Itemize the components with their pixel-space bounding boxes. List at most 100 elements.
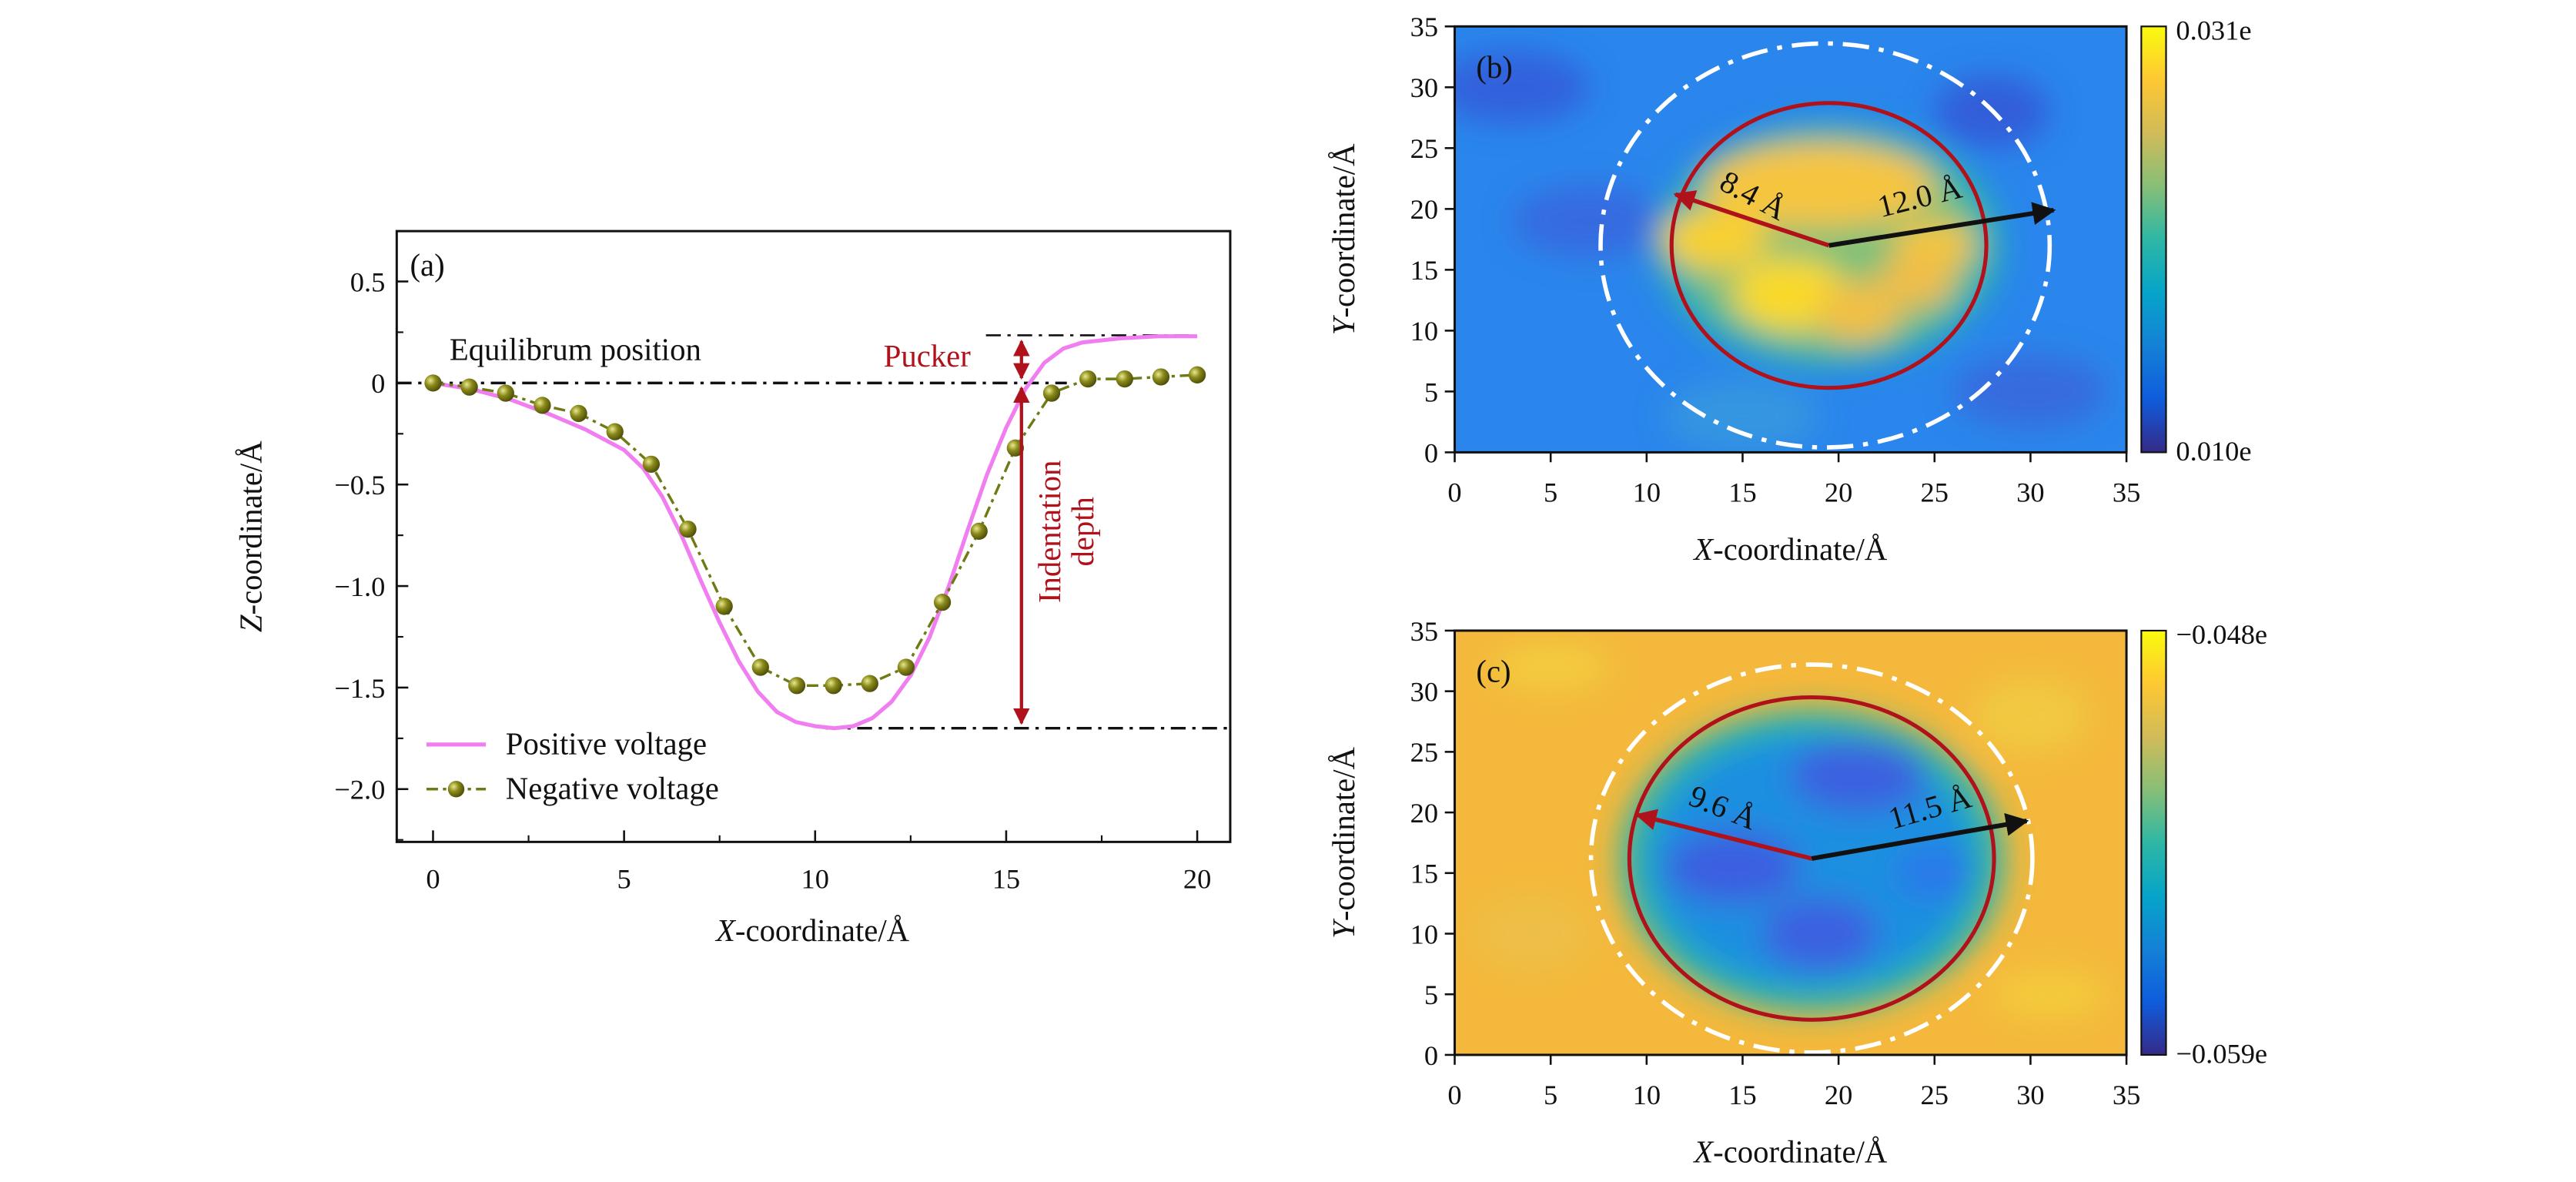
negative-voltage-point	[751, 658, 769, 676]
colorbar-max-label: 0.031e	[2176, 15, 2251, 45]
positive-voltage-line	[433, 334, 1198, 731]
x-axis-title: X-coordinate/Å	[1692, 532, 1888, 567]
equilibrium-label: Equilibrum position	[450, 332, 701, 367]
a-curves	[396, 334, 1230, 731]
negative-voltage-point	[897, 658, 915, 676]
a-x-tick-label: 5	[617, 863, 631, 894]
y-tick-label: 35	[1410, 616, 1438, 647]
a-x-tick-label: 0	[426, 863, 440, 894]
x-tick-label: 35	[2113, 477, 2140, 508]
legend-negative-marker	[447, 781, 465, 798]
negative-voltage-point	[1116, 370, 1133, 388]
negative-voltage-point	[1042, 384, 1061, 402]
negative-voltage-point	[1079, 370, 1097, 388]
x-tick-label: 15	[1728, 1080, 1756, 1110]
negative-voltage-point	[460, 378, 478, 396]
a-y-axis-title: Z-coordinate/Å	[234, 440, 269, 632]
x-tick-label: 15	[1728, 477, 1756, 508]
y-tick-label: 25	[1410, 133, 1438, 164]
red-ellipse	[1669, 101, 1989, 390]
a-y-rest: -coordinate/Å	[234, 440, 269, 615]
heatmap-blob	[1953, 354, 2108, 428]
heatmap-blob	[1761, 897, 1877, 970]
heatmap-image	[1454, 630, 2127, 1055]
x-axis-title: X-coordinate/Å	[1692, 1134, 1888, 1169]
heatmap-frame	[1454, 25, 2128, 454]
negative-voltage-point	[825, 677, 842, 695]
panel-b-heatmap: 8.4 Å 12.0 Å(b)0 5 10 15 20 25 30 35051015202530…	[1326, 12, 2252, 567]
y-tick-label: 25	[1410, 737, 1438, 768]
a-panel-label: (a)	[410, 248, 444, 283]
negative-voltage-point	[424, 374, 442, 392]
red-ellipse	[1627, 695, 1996, 1022]
a-y-tick-label: −0.5	[334, 470, 385, 501]
negative-voltage-point	[1152, 368, 1170, 386]
negative-voltage-point	[642, 455, 661, 473]
negative-voltage-point	[933, 594, 952, 611]
heatmap-blob	[1493, 642, 1608, 691]
negative-voltage-point	[970, 522, 988, 541]
pucker-label: Pucker	[884, 339, 972, 373]
panel-label: (b)	[1476, 50, 1512, 85]
x-tick-label: 20	[1825, 477, 1852, 508]
a-y-tick-label: −2.0	[334, 775, 385, 805]
y-tick-label: 30	[1410, 72, 1438, 103]
a-y-tick-label: 0	[371, 368, 385, 399]
indentation-label-line2: depth	[1066, 497, 1100, 566]
indentation-label-line1: Indentation	[1032, 460, 1067, 603]
a-x-italic: X	[714, 913, 737, 948]
x-tick-label: 0	[1447, 1080, 1461, 1110]
heatmap-blob	[1972, 678, 2089, 752]
panel-label: (c)	[1476, 654, 1510, 688]
x-axis-italic: X	[1692, 532, 1715, 567]
heatmap-blob	[1660, 209, 1768, 270]
negative-voltage-point	[570, 404, 587, 423]
y-axis-italic: Y	[1326, 918, 1361, 939]
red-radius-arrow	[1673, 190, 1830, 248]
colorbar-min-label: 0.010e	[2176, 436, 2251, 467]
x-tick-label: 30	[2016, 477, 2044, 508]
colorbar	[2140, 25, 2167, 454]
a-y-tick-label: −1.5	[334, 673, 385, 704]
x-tick-label: 35	[2113, 1080, 2140, 1110]
x-tick-label: 25	[1921, 1080, 1949, 1110]
x-axis-rest: -coordinate/Å	[1713, 532, 1888, 567]
heatmap-blob	[1512, 184, 1666, 258]
negative-voltage-point	[861, 675, 878, 692]
heatmap-blob	[1474, 897, 1590, 970]
y-tick-label: 5	[1424, 979, 1438, 1010]
x-tick-label: 0	[1447, 477, 1461, 508]
x-axis-rest: -coordinate/Å	[1713, 1134, 1888, 1169]
negative-voltage-point	[497, 384, 514, 402]
y-tick-label: 20	[1410, 194, 1438, 225]
y-axis-title: Y-coordinate/Å	[1326, 143, 1361, 335]
white-dash-dot-ellipse	[1598, 41, 2052, 450]
x-tick-label: 20	[1825, 1080, 1852, 1110]
a-y-italic: Z	[234, 614, 269, 632]
heatmap-blob	[1992, 969, 2108, 1019]
negative-voltage-point	[1188, 366, 1206, 383]
negative-voltage-point	[679, 521, 697, 538]
y-tick-label: 0	[1424, 1040, 1438, 1071]
x-tick-label: 30	[2016, 1080, 2044, 1110]
negative-voltage-point	[715, 598, 733, 615]
negative-voltage-line	[433, 373, 1198, 687]
a-x-rest: -coordinate/Å	[735, 913, 910, 948]
heatmap-blob	[1895, 849, 1973, 898]
x-tick-label: 10	[1633, 477, 1661, 508]
a-x-tick-label: 20	[1183, 863, 1211, 894]
white-dash-dot-ellipse	[1588, 662, 2035, 1055]
y-axis-italic: Y	[1326, 314, 1361, 335]
a-x-tick-label: 15	[992, 863, 1020, 894]
heatmap-blob	[1454, 50, 1590, 124]
a-y-tick-label: −1.0	[334, 571, 385, 602]
y-axis-title: Y-coordinate/Å	[1326, 746, 1361, 938]
y-tick-label: 30	[1410, 677, 1438, 708]
heatmap-blob	[1704, 142, 1935, 228]
negative-voltage-point	[534, 397, 551, 414]
legend-negative-label: Negative voltage	[506, 772, 719, 806]
heatmap-blob	[1665, 830, 1801, 904]
y-tick-label: 10	[1410, 316, 1438, 347]
y-tick-label: 35	[1410, 12, 1438, 42]
